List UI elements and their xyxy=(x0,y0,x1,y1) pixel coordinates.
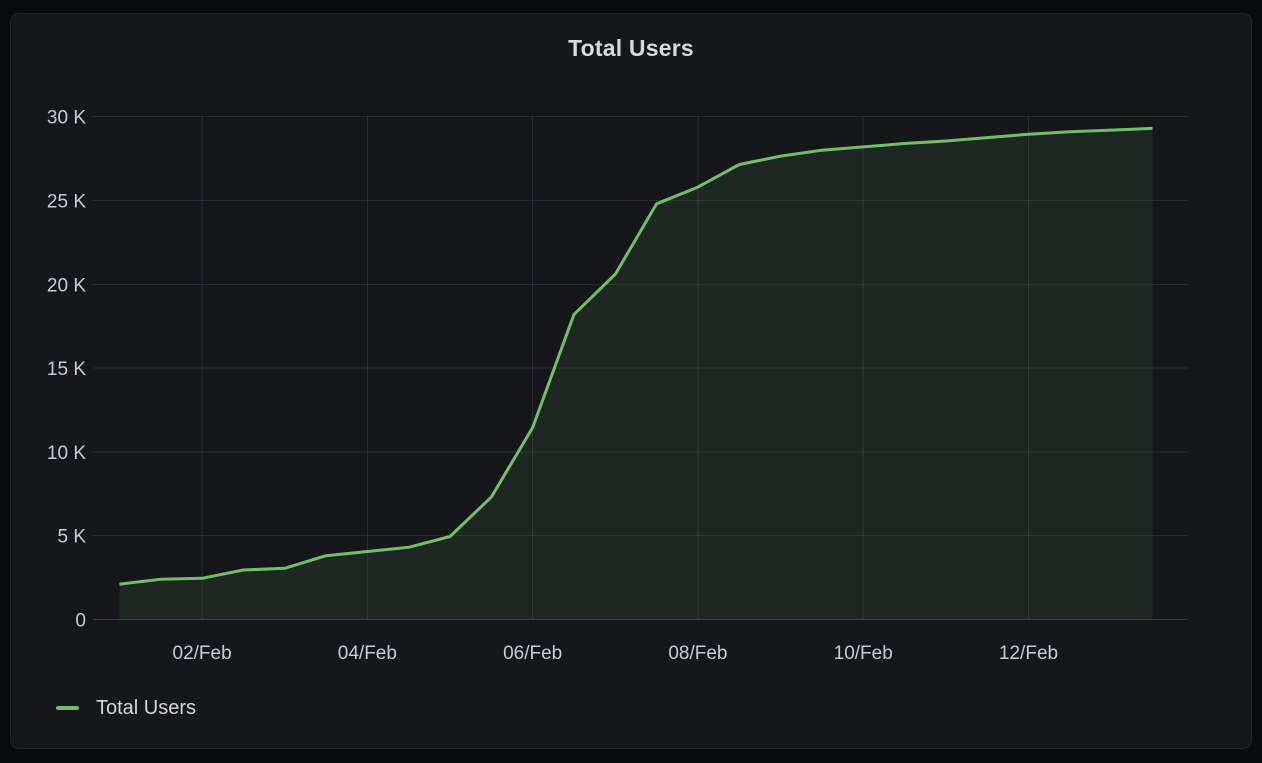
series-area xyxy=(119,128,1153,620)
y-tick-label: 10 K xyxy=(47,443,86,464)
grafana-panel: Total Users 0 5 K 10 K 15 K 20 K 25 K 30 K 02/F… xyxy=(10,13,1252,749)
series-color-dash-icon xyxy=(56,706,79,710)
legend: Total Users xyxy=(56,695,196,721)
y-tick-label: 0 xyxy=(75,610,86,631)
y-tick-label: 30 K xyxy=(47,108,86,129)
x-tick-label: 04/Feb xyxy=(338,643,397,664)
x-tick-label: 08/Feb xyxy=(668,643,727,664)
panel-title: Total Users xyxy=(568,35,694,61)
series-line xyxy=(119,126,1153,586)
y-tick-label: 20 K xyxy=(47,275,86,296)
x-tick-label: 02/Feb xyxy=(173,643,232,664)
y-tick-label: 25 K xyxy=(47,191,86,212)
legend-item-total-users[interactable]: Total Users xyxy=(96,697,197,719)
y-tick-label: 5 K xyxy=(57,527,86,548)
x-tick-label: 12/Feb xyxy=(999,643,1058,664)
x-tick-label: 10/Feb xyxy=(834,643,893,664)
x-tick-label: 06/Feb xyxy=(503,643,562,664)
y-tick-label: 15 K xyxy=(47,359,86,380)
